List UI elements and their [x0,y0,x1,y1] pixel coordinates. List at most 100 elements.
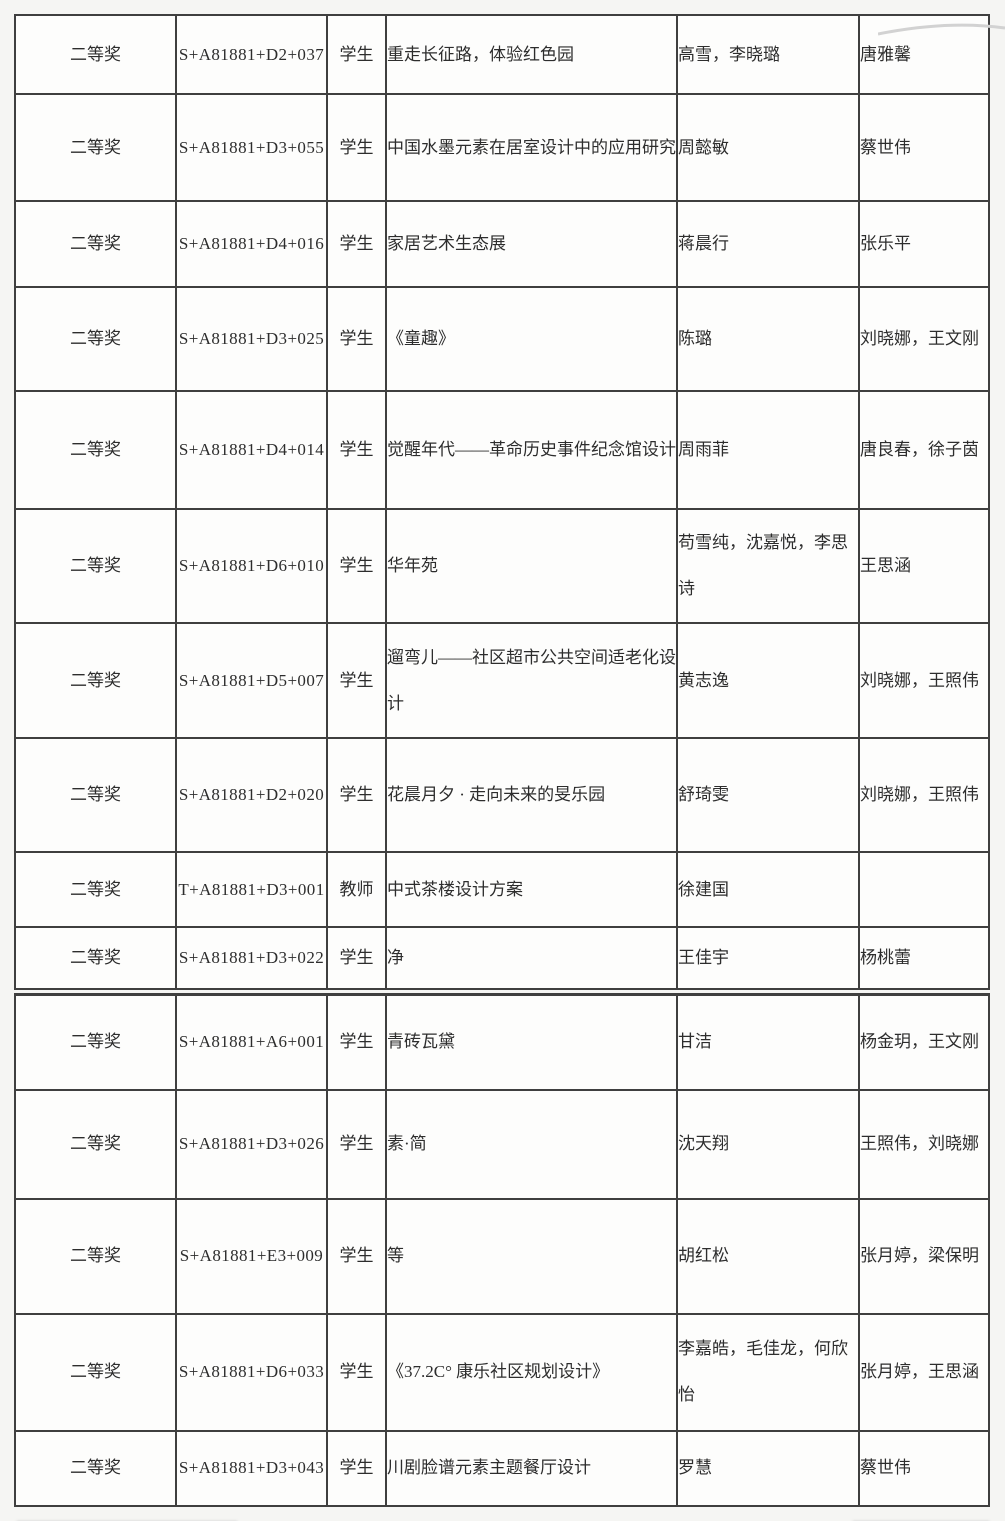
cell-participant-role: 学生 [326,1312,387,1432]
cell-participant-role: 教师 [326,851,387,928]
cell-participant-role: 学生 [326,14,387,95]
cell-authors: 徐建国 [676,851,860,928]
cell-authors: 陈璐 [676,286,860,392]
cell-award-level: 二等奖 [14,14,177,95]
cell-entry-code: S+A81881+D3+043 [175,1429,328,1507]
cell-entry-code: S+A81881+A6+001 [175,993,328,1091]
cell-advisors: 张月婷，梁保明 [858,1197,990,1315]
cell-entry-code: S+A81881+D2+020 [175,737,328,853]
cell-entry-code: S+A81881+D4+014 [175,390,328,510]
cell-authors: 罗慧 [676,1429,860,1507]
cell-work-title: 花晨月夕 · 走向未来的旻乐园 [385,737,678,853]
cell-entry-code: S+A81881+D2+037 [175,14,328,95]
cell-authors: 沈天翔 [676,1088,860,1200]
table-row: 二等奖 S+A81881+D2+020 学生 花晨月夕 · 走向未来的旻乐园 舒琦雯 刘晓… [14,737,990,853]
cell-work-title: 净 [385,926,678,990]
table-row: 二等奖 S+A81881+D3+043 学生 川剧脸谱元素主题餐厅设计 罗慧 蔡世伟 [14,1429,990,1507]
cell-work-title: 青砖瓦黛 [385,993,678,1091]
awards-table-segment: 二等奖 S+A81881+A6+001 学生 青砖瓦黛 甘洁 杨金玥，王文刚 二等奖 S+A8… [14,993,990,1507]
table-row: 二等奖 S+A81881+A6+001 学生 青砖瓦黛 甘洁 杨金玥，王文刚 [14,993,990,1091]
table-row: 二等奖 S+A81881+D5+007 学生 遛弯儿——社区超市公共空间适老化设计 黄志… [14,622,990,739]
cell-advisors: 刘晓娜，王照伟 [858,622,990,739]
cell-award-level: 二等奖 [14,93,177,202]
table-row: 二等奖 S+A81881+E3+009 学生等胡红松 张月婷，梁保明 [14,1197,990,1315]
cell-advisors: 王照伟，刘晓娜 [858,1088,990,1200]
table-row: 二等奖 S+A81881+D3+025 学生 《童趣》 陈璐 刘晓娜，王文刚 [14,286,990,392]
cell-work-title: 中国水墨元素在居室设计中的应用研究 [385,93,678,202]
cell-authors: 甘洁 [676,993,860,1091]
table-row: 二等奖 S+A81881+D6+033 学生 《37.2C° 康乐社区规划设计》 李嘉皓… [14,1312,990,1432]
cell-participant-role: 学生 [326,622,387,739]
cell-work-title: 觉醒年代——革命历史事件纪念馆设计 [385,390,678,510]
cell-work-title: 重走长征路，体验红色园 [385,14,678,95]
cell-participant-role: 学生 [326,1088,387,1200]
cell-participant-role: 学生 [326,993,387,1091]
cell-award-level: 二等奖 [14,737,177,853]
cell-entry-code: S+A81881+D3+025 [175,286,328,392]
cell-entry-code: S+A81881+D6+033 [175,1312,328,1432]
cell-authors: 王佳宇 [676,926,860,990]
cell-advisors: 杨桃蕾 [858,926,990,990]
table-row: 二等奖 T+A81881+D3+001 教师 中式茶楼设计方案 徐建国 [14,851,990,928]
table-row: 二等奖 S+A81881+D4+014 学生 觉醒年代——革命历史事件纪念馆设计 周雨菲… [14,390,990,510]
cell-advisors: 唐雅馨 [858,14,990,95]
cell-award-level: 二等奖 [14,851,177,928]
cell-advisors: 唐良春，徐子茵 [858,390,990,510]
cell-entry-code: S+A81881+E3+009 [175,1197,328,1315]
cell-advisors: 王思涵 [858,508,990,624]
table-row: 二等奖 S+A81881+D3+055 学生 中国水墨元素在居室设计中的应用研究 周懿敏… [14,93,990,202]
cell-participant-role: 学生 [326,390,387,510]
cell-entry-code: S+A81881+D5+007 [175,622,328,739]
cell-work-title: 家居艺术生态展 [385,200,678,288]
cell-entry-code: T+A81881+D3+001 [175,851,328,928]
cell-authors: 周雨菲 [676,390,860,510]
cell-advisors: 刘晓娜，王照伟 [858,737,990,853]
cell-participant-role: 学生 [326,737,387,853]
table-row: 二等奖 S+A81881+D6+010 学生 华年苑 苟雪纯，沈嘉悦，李思诗 王思涵 [14,508,990,624]
cell-work-title: 《37.2C° 康乐社区规划设计》 [385,1312,678,1432]
cell-authors: 蒋晨行 [676,200,860,288]
cell-entry-code: S+A81881+D3+026 [175,1088,328,1200]
cell-participant-role: 学生 [326,1429,387,1507]
cell-award-level: 二等奖 [14,200,177,288]
cell-award-level: 二等奖 [14,508,177,624]
cell-participant-role: 学生 [326,286,387,392]
cell-award-level: 二等奖 [14,1429,177,1507]
cell-entry-code: S+A81881+D3+022 [175,926,328,990]
cell-entry-code: S+A81881+D4+016 [175,200,328,288]
cell-advisors [858,851,990,928]
cell-award-level: 二等奖 [14,1088,177,1200]
cell-advisors: 蔡世伟 [858,1429,990,1507]
awards-table-segment: 二等奖 S+A81881+D2+037 学生 重走长征路，体验红色园 高雪，李晓璐 唐雅馨… [14,14,990,990]
cell-award-level: 二等奖 [14,1197,177,1315]
cell-award-level: 二等奖 [14,1312,177,1432]
cell-authors: 黄志逸 [676,622,860,739]
cell-participant-role: 学生 [326,93,387,202]
cell-work-title: 遛弯儿——社区超市公共空间适老化设计 [385,622,678,739]
table-row: 二等奖 S+A81881+D4+016 学生 家居艺术生态展 蒋晨行 张乐平 [14,200,990,288]
cell-work-title: 等 [385,1197,678,1315]
cell-entry-code: S+A81881+D3+055 [175,93,328,202]
cell-participant-role: 学生 [326,1197,387,1315]
cell-participant-role: 学生 [326,508,387,624]
cell-participant-role: 学生 [326,200,387,288]
cell-authors: 舒琦雯 [676,737,860,853]
cell-authors: 李嘉皓，毛佳龙，何欣怡 [676,1312,860,1432]
cell-advisors: 张月婷，王思涵 [858,1312,990,1432]
cell-work-title: 华年苑 [385,508,678,624]
cell-award-level: 二等奖 [14,926,177,990]
cell-work-title: 中式茶楼设计方案 [385,851,678,928]
table-row: 二等奖 S+A81881+D3+022 学生净王佳宇 杨桃蕾 [14,926,990,990]
cell-authors: 胡红松 [676,1197,860,1315]
cell-award-level: 二等奖 [14,993,177,1091]
cell-work-title: 素·简 [385,1088,678,1200]
cell-award-level: 二等奖 [14,286,177,392]
cell-authors: 苟雪纯，沈嘉悦，李思诗 [676,508,860,624]
cell-advisors: 张乐平 [858,200,990,288]
table-row: 二等奖 S+A81881+D2+037 学生 重走长征路，体验红色园 高雪，李晓璐 唐雅馨 [14,14,990,95]
cell-participant-role: 学生 [326,926,387,990]
cell-award-level: 二等奖 [14,390,177,510]
cell-work-title: 川剧脸谱元素主题餐厅设计 [385,1429,678,1507]
cell-work-title: 《童趣》 [385,286,678,392]
cell-authors: 高雪，李晓璐 [676,14,860,95]
